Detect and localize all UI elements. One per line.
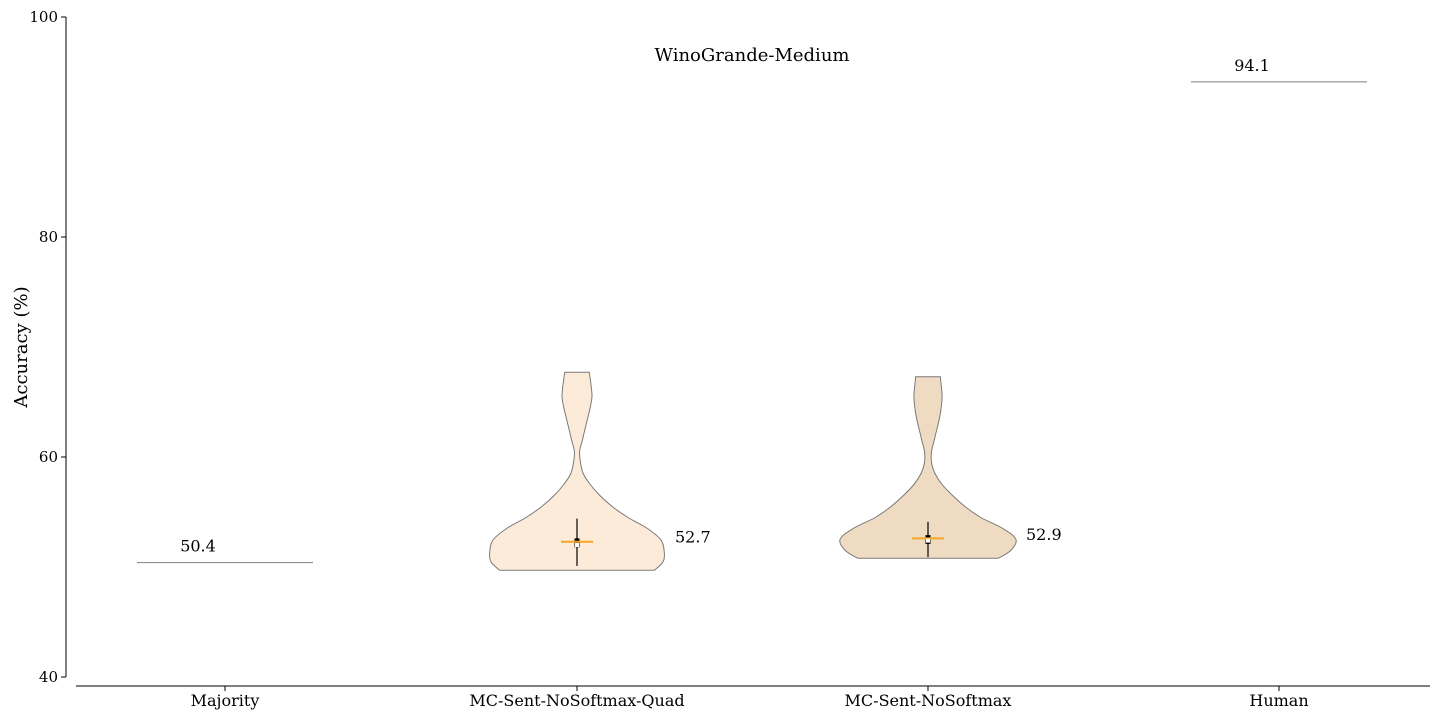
- x-tick-label: MC-Sent-NoSoftmax-Quad: [469, 691, 684, 710]
- x-tick-label: Human: [1249, 691, 1308, 710]
- x-tick-label: MC-Sent-NoSoftmax: [845, 691, 1012, 710]
- data-label: 52.7: [675, 527, 711, 546]
- axes: 40 60 80 100 Majority MC-Sent-NoSoftmax-Quad M…: [29, 8, 1430, 710]
- data-label: 94.1: [1234, 56, 1270, 75]
- y-tick-label: 60: [39, 448, 58, 466]
- chart-marks: 50.4 94.1 52.7 52.9: [137, 56, 1367, 571]
- y-axis-label: Accuracy (%): [11, 286, 32, 408]
- y-tick-label: 100: [29, 8, 58, 26]
- median-marker: [575, 543, 579, 547]
- y-tick-label: 80: [39, 228, 58, 246]
- data-label: 52.9: [1026, 525, 1062, 544]
- data-label: 50.4: [180, 537, 216, 556]
- chart-title: WinoGrande-Medium: [655, 45, 850, 66]
- violin-body: [489, 371, 665, 571]
- median-marker: [926, 538, 930, 543]
- x-tick-label: Majority: [191, 691, 260, 710]
- y-tick-label: 40: [39, 668, 58, 686]
- iqr-box: [574, 538, 580, 548]
- violin-body: [839, 376, 1017, 559]
